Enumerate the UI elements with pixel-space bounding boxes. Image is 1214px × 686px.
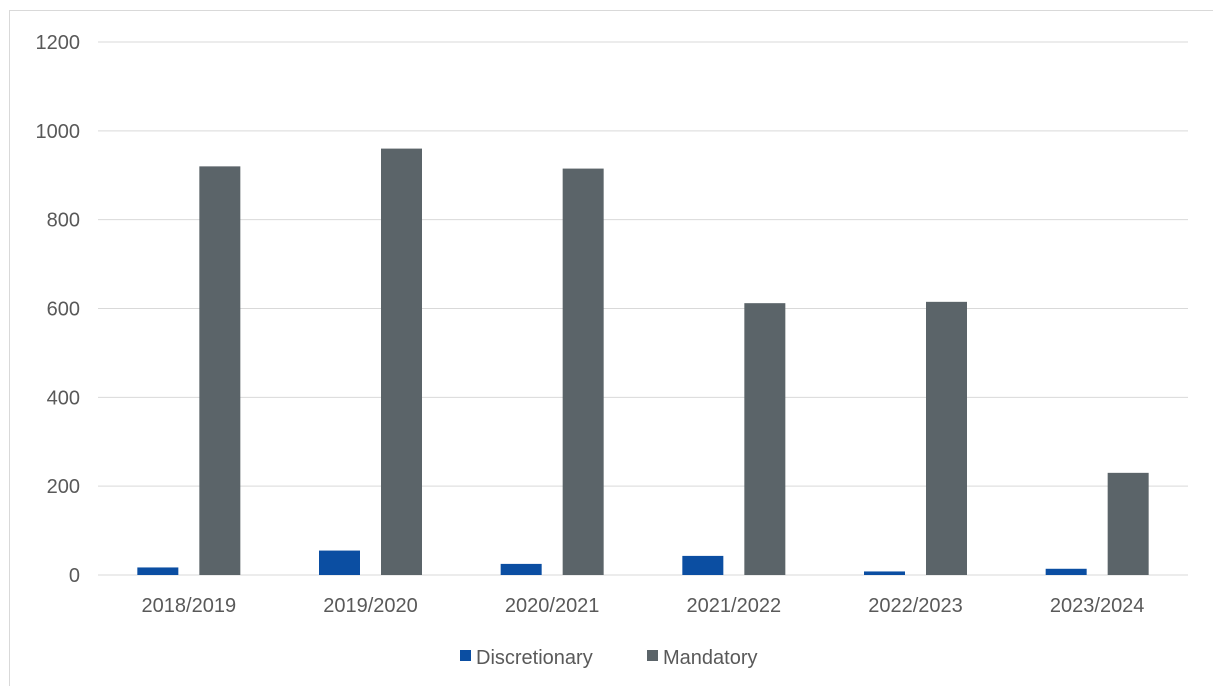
bar-discretionary-2022-2023: [864, 571, 905, 575]
y-axis-tick-labels: 0 200 400 600 800 1000 1200: [36, 32, 81, 587]
y-tick-label: 600: [47, 299, 80, 321]
x-tick-label: 2019/2020: [323, 595, 418, 617]
x-axis-tick-labels: 2018/2019 2019/2020 2020/2021 2021/2022 2022…: [142, 595, 1145, 617]
legend-label-discretionary: Discretionary: [476, 647, 593, 669]
legend-swatch-mandatory: [647, 650, 658, 661]
y-tick-label: 1200: [36, 32, 81, 54]
bar-mandatory-2019-2020: [381, 148, 422, 575]
gridlines: [98, 41, 1188, 576]
bar-mandatory-2023-2024: [1107, 472, 1149, 575]
x-tick-label: 2021/2022: [687, 595, 782, 617]
bar-mandatory-2021-2022: [744, 303, 786, 575]
bar-discretionary-2021-2022: [682, 555, 724, 575]
x-tick-label: 2020/2021: [505, 595, 600, 617]
legend: Discretionary Mandatory: [460, 647, 758, 669]
x-tick-label: 2023/2024: [1050, 595, 1145, 617]
bar-mandatory-2018-2019: [199, 166, 241, 575]
y-tick-label: 1000: [36, 121, 81, 143]
x-tick-label: 2022/2023: [868, 595, 963, 617]
y-tick-label: 200: [47, 476, 80, 498]
bar-discretionary-2018-2019: [137, 567, 179, 575]
y-tick-label: 0: [69, 565, 80, 587]
y-tick-label: 800: [47, 210, 80, 232]
bar-mandatory-2020-2021: [562, 168, 604, 575]
bar-discretionary-2020-2021: [500, 563, 542, 575]
legend-swatch-discretionary: [460, 650, 471, 661]
x-tick-label: 2018/2019: [142, 595, 237, 617]
y-tick-label: 400: [47, 387, 80, 409]
bar-discretionary-2023-2024: [1045, 568, 1087, 575]
bars: [137, 148, 1149, 575]
bar-mandatory-2022-2023: [926, 301, 967, 575]
bar-discretionary-2019-2020: [319, 550, 360, 575]
legend-label-mandatory: Mandatory: [663, 647, 758, 669]
